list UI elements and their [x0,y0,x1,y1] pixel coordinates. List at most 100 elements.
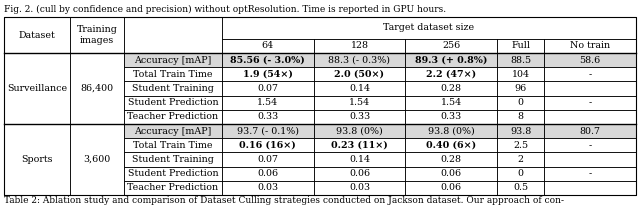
Bar [314,167,405,181]
Bar [405,167,497,181]
Text: 2: 2 [518,155,524,164]
Text: 8: 8 [518,112,524,121]
Bar [124,67,222,81]
Bar [545,152,636,167]
Bar [4,124,70,195]
Bar [314,110,405,124]
Bar [222,167,314,181]
Bar [124,138,222,152]
Bar [222,67,314,81]
Bar [405,53,497,67]
Bar [314,39,405,53]
Bar [124,181,222,195]
Text: 0.06: 0.06 [440,183,461,192]
Bar [545,138,636,152]
Bar [405,110,497,124]
Bar [222,67,314,81]
Bar [405,138,497,152]
Text: 0.28: 0.28 [440,155,461,164]
Bar [497,96,545,110]
Bar [222,110,314,124]
Bar [222,39,314,53]
Bar [545,67,636,81]
Bar [124,181,222,195]
Text: Full: Full [511,42,530,50]
Bar [70,17,124,53]
Bar [497,81,545,96]
Bar [497,167,545,181]
Text: 0.33: 0.33 [257,112,278,121]
Text: 0.14: 0.14 [349,84,370,93]
Bar [405,138,497,152]
Text: 0: 0 [518,169,524,178]
Bar [124,167,222,181]
Text: 1.9 (54×): 1.9 (54×) [243,70,292,79]
Text: Accuracy [mAP]: Accuracy [mAP] [134,127,212,136]
Bar [314,167,405,181]
Text: Table 2: Ablation study and comparison of Dataset Culling strategies conducted o: Table 2: Ablation study and comparison o… [4,196,564,205]
Text: 93.8 (0%): 93.8 (0%) [336,127,383,136]
Text: -: - [589,169,592,178]
Text: Training
images: Training images [77,25,118,45]
Bar [545,167,636,181]
Text: Surveillance: Surveillance [7,84,67,93]
Bar [314,181,405,195]
Text: Dataset: Dataset [19,30,56,39]
Bar [222,96,314,110]
Text: 64: 64 [262,42,274,50]
Bar [497,181,545,195]
Text: 2.5: 2.5 [513,141,528,150]
Text: -: - [589,141,592,150]
Bar [222,124,314,138]
Bar [70,124,124,195]
Bar [405,167,497,181]
Text: 88.5: 88.5 [510,56,531,65]
Text: 0.33: 0.33 [349,112,370,121]
Bar [222,152,314,167]
Text: 256: 256 [442,42,460,50]
Text: 2.2 (47×): 2.2 (47×) [426,70,476,79]
Bar [405,124,497,138]
Bar [545,167,636,181]
Bar [222,81,314,96]
Bar [497,138,545,152]
Text: 0.03: 0.03 [257,183,278,192]
Bar [124,67,222,81]
Text: 0.33: 0.33 [440,112,462,121]
Bar [545,181,636,195]
Bar [222,181,314,195]
Bar [222,110,314,124]
Bar [314,152,405,167]
Bar [405,81,497,96]
Bar [497,53,545,67]
Bar [314,39,405,53]
Bar [545,124,636,138]
Bar [405,110,497,124]
Bar [124,110,222,124]
Bar [314,81,405,96]
Bar [222,17,636,39]
Text: 88.3 (- 0.3%): 88.3 (- 0.3%) [328,56,390,65]
Bar [545,81,636,96]
Bar [314,138,405,152]
Text: -: - [589,98,592,107]
Bar [124,53,222,67]
Bar [222,39,314,53]
Text: No train: No train [570,42,611,50]
Bar [222,138,314,152]
Bar [124,124,222,138]
Text: -: - [589,70,592,79]
Bar [4,53,70,124]
Text: 0.03: 0.03 [349,183,370,192]
Bar [405,96,497,110]
Bar [405,67,497,81]
Bar [405,152,497,167]
Text: 0.06: 0.06 [349,169,370,178]
Bar [545,53,636,67]
Bar [124,152,222,167]
Bar [222,181,314,195]
Bar [497,110,545,124]
Bar [314,96,405,110]
Bar [222,167,314,181]
Bar [314,152,405,167]
